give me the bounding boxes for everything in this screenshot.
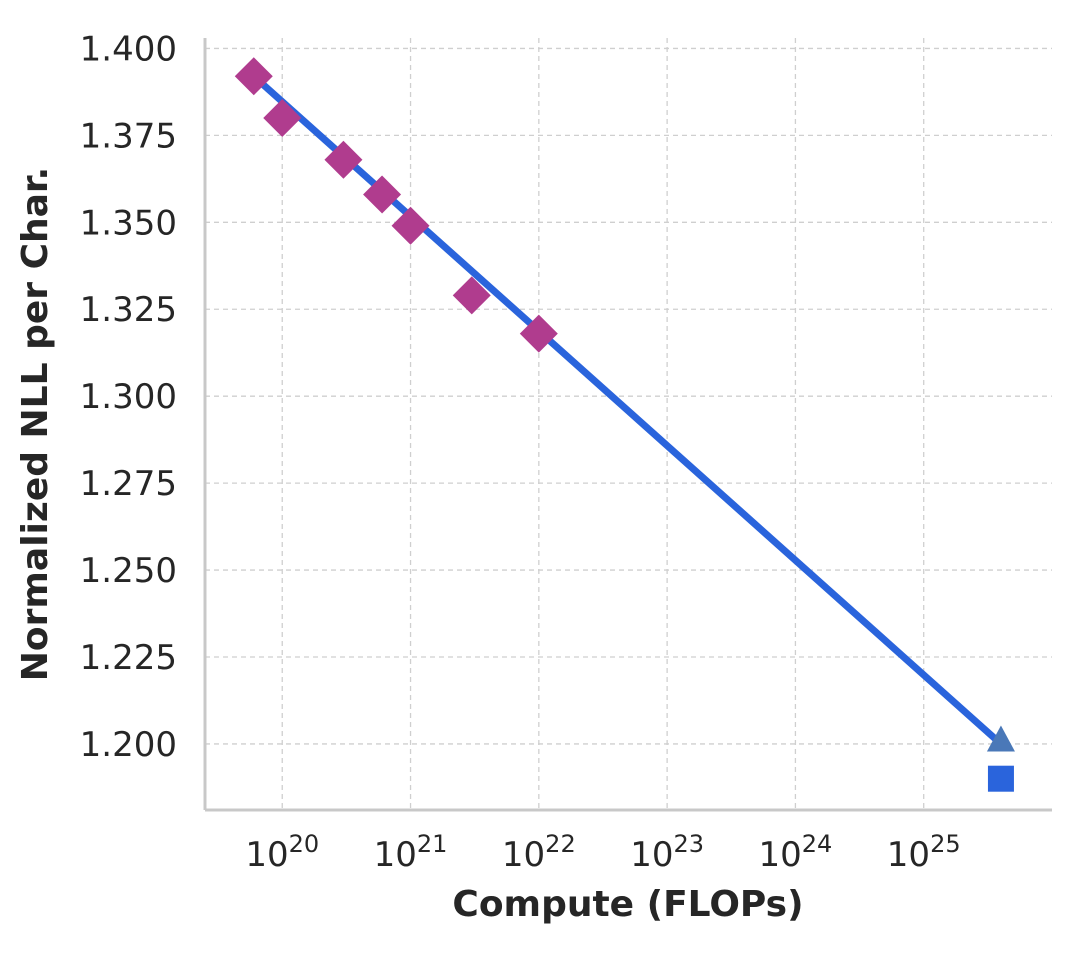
series — [234, 57, 1015, 792]
x-tick-label: 1024 — [759, 830, 833, 875]
y-tick-label: 1.375 — [80, 116, 177, 156]
y-tick-label: 1.300 — [80, 377, 177, 417]
diamond-point — [234, 57, 273, 96]
y-axis-title: Normalized NLL per Char. — [15, 167, 56, 681]
diamond-point — [391, 206, 430, 245]
y-tick-label: 1.325 — [80, 290, 177, 330]
diamond-point — [363, 175, 402, 214]
diamond-point — [263, 98, 302, 137]
x-tick-label: 1023 — [630, 830, 704, 875]
x-tick-labels: 1020 1021 1022 1023 1024 1025 — [245, 830, 960, 875]
y-tick-labels: 1.400 1.375 1.350 1.325 1.300 1.275 1.250 1.225… — [80, 29, 177, 764]
y-tick-label: 1.200 — [80, 725, 177, 765]
y-tick-label: 1.400 — [80, 29, 177, 69]
diamond-point — [519, 314, 558, 353]
x-tick-label: 1020 — [245, 830, 319, 875]
fit-line — [251, 73, 1004, 747]
y-tick-label: 1.350 — [80, 203, 177, 243]
diamond-point — [452, 276, 491, 315]
y-tick-label: 1.250 — [80, 551, 177, 591]
triangle-point — [986, 725, 1015, 752]
diamond-point — [324, 140, 363, 179]
x-tick-label: 1025 — [887, 830, 961, 875]
square-point — [987, 765, 1014, 792]
x-axis-title: Compute (FLOPs) — [452, 884, 803, 925]
grid-lines — [205, 38, 1052, 810]
y-tick-label: 1.275 — [80, 464, 177, 504]
x-tick-label: 1022 — [502, 830, 576, 875]
y-tick-label: 1.225 — [80, 638, 177, 678]
x-tick-label: 1021 — [374, 830, 448, 875]
